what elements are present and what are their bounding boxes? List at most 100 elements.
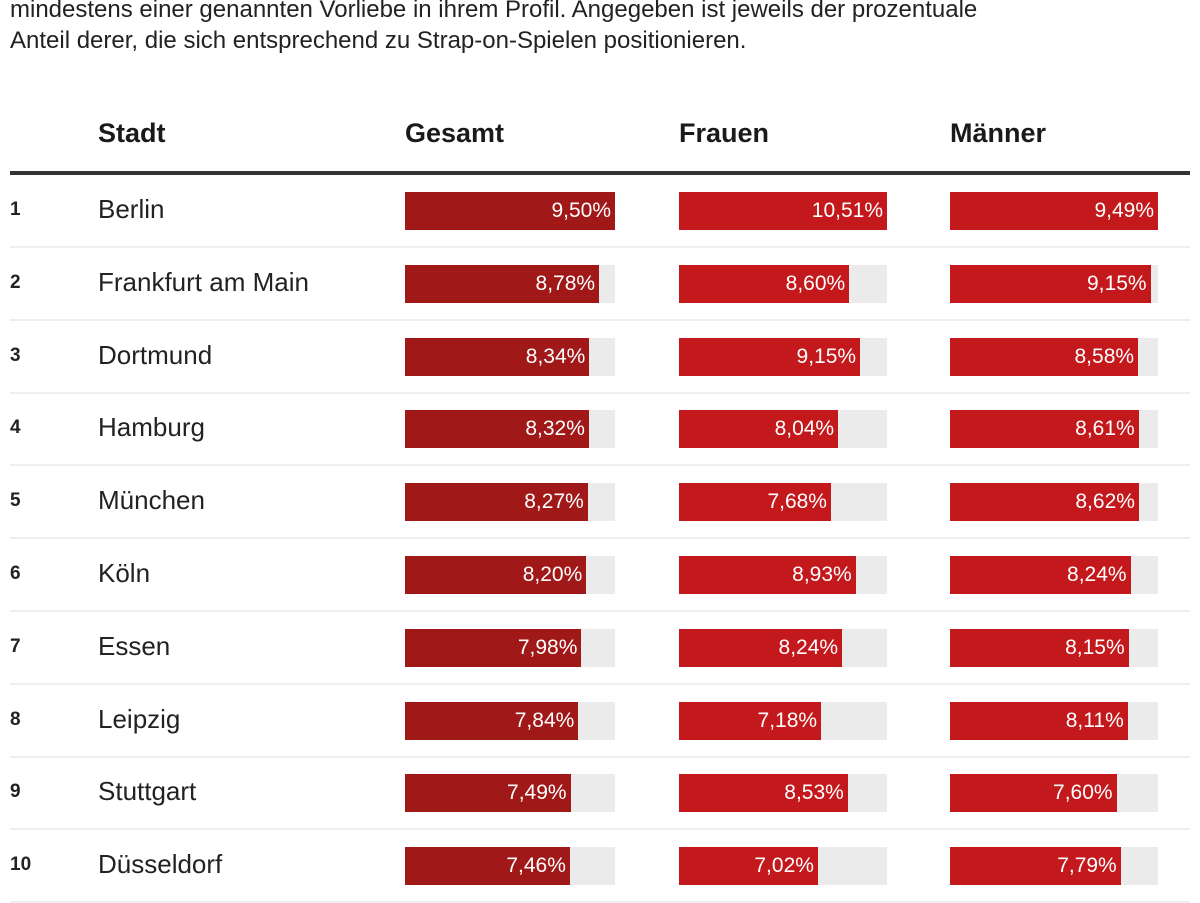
maenner-bar-track: 8,11% — [950, 701, 1158, 740]
gesamt-bar-track: 8,32% — [405, 410, 615, 449]
maenner-bar-track: 8,24% — [950, 556, 1158, 594]
gesamt-value-label: 7,98% — [517, 635, 578, 659]
header-frauen: Frauen — [679, 118, 770, 148]
table-row: 9 Stuttgart 7,49% 8,53% 7,60% — [10, 757, 1190, 831]
gesamt-value-label: 8,27% — [524, 490, 584, 514]
gesamt-value-label: 8,78% — [535, 271, 596, 295]
table-row: 10 Düsseldorf 7,46% 7,02% 7,79% — [10, 830, 1190, 903]
frauen-bar-track: 8,04% — [679, 410, 887, 449]
gesamt-bar-track: 8,78% — [405, 264, 615, 303]
frauen-bar: 8,53% — [679, 774, 848, 813]
city-name: Berlin — [98, 194, 165, 224]
city-name: Düsseldorf — [98, 849, 223, 880]
maenner-value-label: 9,49% — [1094, 199, 1154, 222]
gesamt-value-label: 7,46% — [506, 854, 566, 878]
gesamt-value-label: 8,20% — [522, 563, 583, 586]
frauen-value-label: 8,04% — [774, 417, 835, 441]
maenner-value-label: 8,24% — [1067, 563, 1127, 586]
rank: 1 — [10, 199, 21, 220]
gesamt-value-label: 8,32% — [525, 417, 585, 441]
intro-text: mindestens einer genannten Vorliebe in i… — [10, 0, 1190, 56]
frauen-bar: 7,02% — [679, 847, 818, 886]
maenner-bar: 8,62% — [950, 483, 1139, 522]
maenner-value-label: 8,62% — [1075, 490, 1135, 514]
maenner-bar: 8,58% — [950, 337, 1139, 376]
frauen-bar-track: 7,02% — [679, 847, 887, 886]
maenner-bar-track: 9,15% — [950, 264, 1158, 303]
maenner-value-label: 9,15% — [1087, 271, 1147, 295]
city-name: München — [98, 485, 205, 516]
gesamt-value-label: 7,84% — [514, 708, 575, 732]
maenner-bar: 8,24% — [950, 556, 1131, 594]
frauen-bar-track: 8,93% — [679, 556, 887, 594]
gesamt-bar: 8,34% — [405, 337, 590, 376]
maenner-bar: 8,11% — [950, 701, 1128, 740]
gesamt-bar-track: 7,46% — [405, 847, 615, 886]
gesamt-bar: 7,49% — [405, 774, 571, 813]
frauen-bar-track: 10,51% — [679, 192, 887, 230]
maenner-bar: 9,49% — [950, 192, 1158, 230]
city-name: Frankfurt am Main — [98, 266, 309, 297]
header-gesamt: Gesamt — [405, 118, 505, 148]
maenner-bar-track: 8,62% — [950, 483, 1158, 522]
frauen-bar-track: 7,18% — [679, 701, 887, 740]
city-name: Essen — [98, 630, 171, 661]
frauen-bar: 8,24% — [679, 628, 843, 667]
intro-line-2: Anteil derer, die sich entsprechend zu S… — [10, 27, 747, 54]
gesamt-value-label: 8,34% — [525, 344, 586, 368]
maenner-bar-track: 9,49% — [950, 192, 1158, 230]
city-name: Dortmund — [98, 339, 213, 370]
maenner-value-label: 8,15% — [1065, 635, 1125, 659]
frauen-bar: 8,04% — [679, 410, 839, 449]
table-row: 3 Dortmund 8,34% 9,15% 8,58% — [10, 321, 1190, 394]
frauen-value-label: 7,02% — [754, 854, 814, 878]
maenner-bar: 9,15% — [950, 264, 1151, 303]
gesamt-bar: 8,78% — [405, 264, 600, 303]
frauen-bar-track: 8,53% — [679, 774, 887, 813]
frauen-bar: 7,18% — [679, 701, 822, 740]
frauen-value-label: 8,24% — [778, 635, 839, 659]
header-maenner: Männer — [950, 118, 1047, 148]
frauen-bar: 7,68% — [679, 483, 831, 522]
maenner-bar-track: 8,15% — [950, 628, 1158, 667]
rank: 3 — [10, 344, 21, 366]
table-row: 4 Hamburg 8,32% 8,04% 8,61% — [10, 393, 1190, 467]
maenner-bar-track: 8,58% — [950, 337, 1158, 376]
frauen-bar: 8,60% — [679, 264, 850, 303]
rank: 4 — [10, 417, 21, 439]
maenner-bar: 8,61% — [950, 410, 1139, 449]
maenner-value-label: 7,79% — [1057, 854, 1117, 878]
gesamt-bar: 7,46% — [405, 847, 570, 886]
maenner-value-label: 7,60% — [1053, 781, 1113, 805]
maenner-value-label: 8,11% — [1065, 708, 1124, 732]
gesamt-bar-track: 7,84% — [405, 701, 615, 740]
gesamt-bar: 7,98% — [405, 628, 582, 667]
gesamt-bar: 9,50% — [405, 192, 615, 230]
frauen-bar: 9,15% — [679, 337, 861, 376]
maenner-bar: 8,15% — [950, 628, 1129, 667]
frauen-bar-track: 8,24% — [679, 628, 887, 667]
city-name: Stuttgart — [98, 776, 197, 807]
gesamt-bar-track: 8,27% — [405, 483, 615, 522]
maenner-bar-track: 7,60% — [950, 774, 1158, 813]
gesamt-value-label: 7,49% — [507, 781, 567, 805]
gesamt-bar: 7,84% — [405, 701, 579, 740]
maenner-bar: 7,79% — [950, 847, 1121, 886]
gesamt-bar: 8,27% — [405, 483, 588, 522]
frauen-value-label: 9,15% — [796, 344, 857, 368]
rank: 8 — [10, 708, 21, 730]
city-name: Hamburg — [98, 412, 205, 443]
frauen-bar: 8,93% — [679, 556, 856, 594]
frauen-value-label: 8,60% — [785, 271, 846, 295]
gesamt-bar: 8,32% — [405, 410, 589, 449]
table-row: 6 Köln 8,20% 8,93% 8,24% — [10, 539, 1190, 612]
frauen-value-label: 8,53% — [784, 781, 844, 805]
gesamt-bar: 8,20% — [405, 556, 587, 594]
table-row: 5 München 8,27% 7,68% 8,62% — [10, 466, 1190, 540]
table-row: 8 Leipzig 7,84% 7,18% 8,11% — [10, 685, 1190, 758]
city-name: Köln — [98, 558, 151, 588]
gesamt-bar-track: 7,49% — [405, 774, 615, 813]
frauen-bar-track: 8,60% — [679, 264, 887, 303]
rank: 9 — [10, 781, 21, 803]
gesamt-bar-track: 9,50% — [405, 192, 615, 230]
